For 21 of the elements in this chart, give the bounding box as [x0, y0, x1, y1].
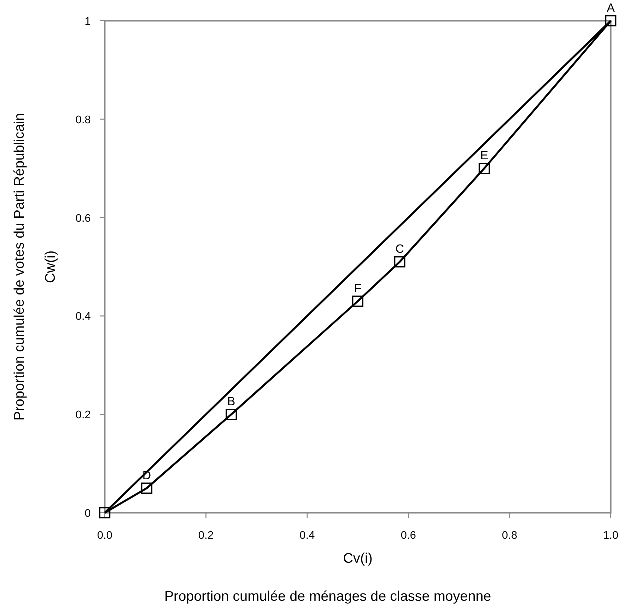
annotation: B — [227, 394, 236, 409]
x-tick-label: 1.0 — [603, 530, 619, 542]
annotation: C — [396, 242, 405, 256]
x-axis-title: Cv(i) — [343, 550, 373, 566]
annotation: A — [606, 1, 616, 15]
y-tick-label: 0.4 — [76, 311, 91, 324]
x-tick-label: 0.8 — [502, 530, 518, 542]
y-tick-label: 0.6 — [76, 212, 91, 225]
y-tick-label: 0.2 — [76, 410, 91, 422]
annotation: F — [354, 281, 362, 296]
x-tick-label: 0.0 — [97, 530, 113, 542]
y-tick-label: 0 — [84, 508, 91, 520]
text: Proportion cumulée de votes du Parti Républicain — [11, 113, 27, 421]
text: Proportion cumulée de ménages de classe moyenne — [164, 588, 492, 604]
x-tick-label: 0.6 — [400, 530, 416, 542]
x-tick-label: 0.2 — [198, 530, 214, 542]
x-tick-label: 0.4 — [300, 530, 316, 542]
annotation: E — [480, 148, 489, 163]
y-tick-label: 1 — [84, 16, 91, 28]
y-axis-title: Cw(i) — [42, 250, 58, 284]
y-tick-label: 0.8 — [76, 114, 91, 126]
